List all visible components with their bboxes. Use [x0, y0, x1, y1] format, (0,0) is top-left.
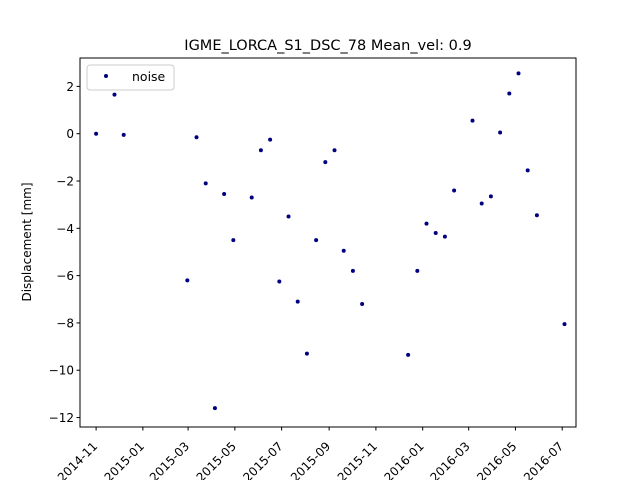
y-tick-label: −4: [56, 222, 74, 236]
chart-title: IGME_LORCA_S1_DSC_78 Mean_vel: 0.9: [184, 38, 471, 54]
data-point: [222, 192, 227, 197]
data-point: [415, 268, 420, 273]
y-tick-label: −8: [56, 316, 74, 330]
data-point: [516, 71, 521, 76]
data-point: [194, 135, 199, 140]
data-point: [295, 299, 300, 304]
data-point: [442, 234, 447, 239]
data-point: [258, 148, 263, 153]
y-tick-label: 0: [66, 127, 74, 141]
legend: noise: [86, 64, 175, 91]
data-point: [212, 406, 217, 411]
data-point: [433, 231, 438, 236]
data-point: [452, 188, 457, 193]
data-point: [470, 118, 475, 123]
data-point: [277, 279, 282, 284]
data-point: [314, 238, 319, 243]
y-axis: 2 0 −2 −4 −6 −8 −10 −12: [49, 80, 80, 425]
y-tick-label: −12: [49, 411, 74, 425]
y-tick-label: −10: [49, 364, 74, 378]
y-tick-label: −2: [56, 175, 74, 189]
legend-marker-noise: [104, 74, 108, 78]
data-point: [488, 194, 493, 199]
plot-frame: [79, 57, 577, 428]
data-point: [350, 268, 355, 273]
data-point: [304, 351, 309, 356]
data-point: [424, 221, 429, 226]
data-point: [479, 201, 484, 206]
data-point: [498, 130, 503, 135]
data-point: [534, 213, 539, 218]
data-point: [360, 302, 365, 306]
data-point: [231, 238, 236, 243]
data-point: [562, 322, 567, 327]
data-point: [249, 195, 254, 200]
legend-box: [86, 64, 175, 91]
data-point: [203, 181, 208, 186]
y-axis-label: Displacement [mm]: [20, 182, 34, 301]
data-point: [268, 137, 273, 142]
data-point: [332, 148, 337, 153]
data-point: [525, 168, 530, 173]
data-points: [94, 71, 567, 411]
data-point: [121, 132, 126, 137]
legend-label-noise: noise: [132, 69, 166, 84]
y-tick-label: 2: [66, 80, 74, 94]
data-point: [341, 248, 346, 253]
data-point: [507, 91, 512, 96]
data-point: [406, 352, 411, 357]
data-point: [185, 278, 190, 283]
data-point: [323, 160, 328, 165]
data-point: [286, 214, 291, 219]
data-point: [94, 131, 99, 136]
data-point: [112, 92, 117, 97]
y-tick-label: −6: [56, 269, 74, 283]
